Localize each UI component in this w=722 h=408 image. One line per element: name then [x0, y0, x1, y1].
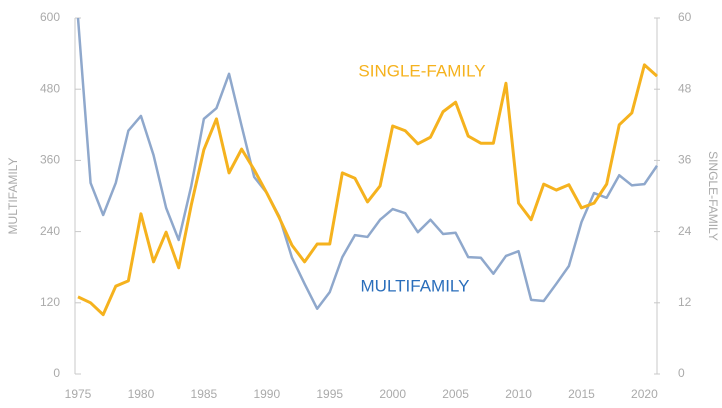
y-axis-title: MULTIFAMILY [6, 158, 20, 235]
y2-tick-label: 24 [678, 224, 692, 238]
x-tick-label: 2000 [379, 387, 406, 401]
y2-tick-label: 0 [678, 366, 685, 380]
y2-tick-label: 12 [678, 295, 692, 309]
x-tick-label: 1990 [253, 387, 280, 401]
y-tick-label: 120 [40, 295, 60, 309]
x-tick-label: 2010 [505, 387, 532, 401]
x-tick-label: 2015 [568, 387, 595, 401]
series-label: MULTIFAMILY [361, 276, 470, 295]
x-tick-label: 1995 [316, 387, 343, 401]
y2-tick-label: 48 [678, 81, 692, 95]
x-tick-label: 1980 [128, 387, 155, 401]
series-label: SINGLE-FAMILY [358, 61, 485, 80]
y-tick-label: 360 [40, 153, 60, 167]
x-tick-label: 1985 [191, 387, 218, 401]
y-tick-label: 480 [40, 81, 60, 95]
x-tick-label: 2005 [442, 387, 469, 401]
y-tick-label: 600 [40, 10, 60, 24]
y-tick-label: 240 [40, 224, 60, 238]
x-tick-label: 2020 [631, 387, 658, 401]
series-line [77, 63, 659, 317]
y2-tick-label: 36 [678, 153, 692, 167]
y2-tick-label: 60 [678, 10, 692, 24]
y-tick-label: 0 [53, 366, 60, 380]
y2-axis-title: SINGLE-FAMILY [706, 151, 720, 241]
x-tick-label: 1975 [65, 387, 92, 401]
series-line [76, 17, 659, 310]
